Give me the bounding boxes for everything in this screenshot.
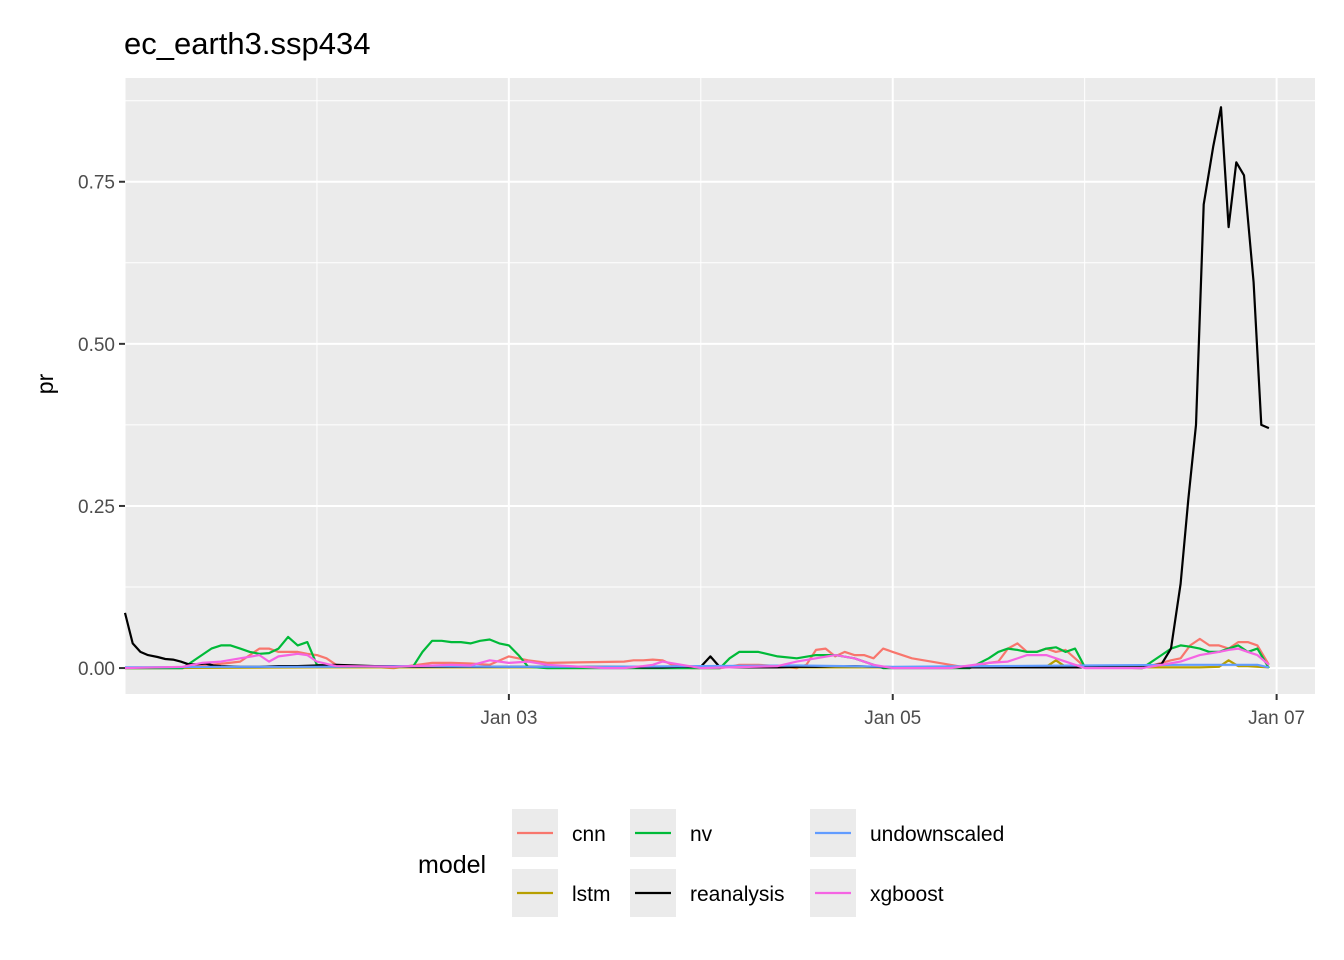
y-tick-label: 0.75 [78,173,115,194]
minor-gridlines [124,78,1315,694]
y-tick-label: 0.00 [78,659,115,680]
y-tick-label: 0.50 [78,335,115,356]
x-tick-label: Jan 07 [1248,708,1305,729]
legend-label-undownscaled: undownscaled [870,823,1004,846]
legend-title: model [418,851,486,879]
x-tick-label: Jan 05 [864,708,921,729]
legend-label-nv: nv [690,823,713,846]
x-tick-label: Jan 03 [480,708,537,729]
legend-label-reanalysis: reanalysis [690,883,785,906]
series-line-xgboost [124,647,1270,670]
legend-label-cnn: cnn [572,823,606,846]
legend: model cnn lstm nv reanalysis undownscaled xgb… [418,809,1004,917]
series-lines [123,106,1270,670]
y-tick-label: 0.25 [78,497,115,518]
chart-title: ec_earth3.ssp434 [124,26,371,61]
legend-label-lstm: lstm [572,883,611,906]
plot-panel [125,78,1315,694]
axes: 0.00 0.25 0.50 0.75 Jan 03 Jan 05 Jan 07 [78,173,1305,729]
y-axis-label: pr [32,373,58,394]
legend-label-xgboost: xgboost [870,883,944,906]
